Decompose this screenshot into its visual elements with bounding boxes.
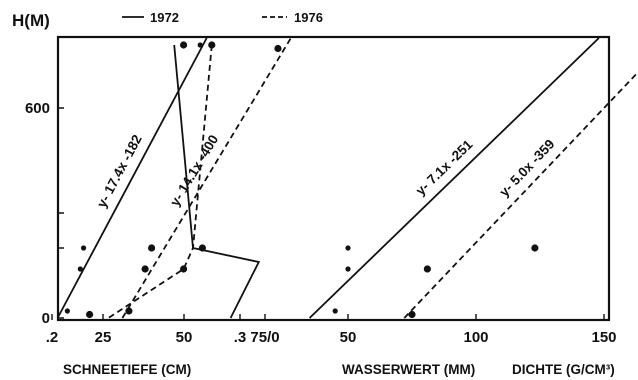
chart-panels: 25 50 75/0 SCHNEETIEFE (CM) y- 17.4x -182 y- … [46, 37, 638, 377]
data-point [77, 266, 83, 272]
legend: 1972 1976 [122, 10, 323, 25]
data-point [141, 265, 149, 273]
y-axis-ticks: 0 600 [25, 100, 64, 327]
x-axis-label: SCHNEETIEFE (CM) [63, 362, 191, 377]
y-tick-label: 600 [25, 100, 50, 117]
x-tick-label: 75/0 [250, 329, 279, 346]
x-axis-label: DICHTE (G/CM³) [512, 362, 615, 377]
data-point [80, 245, 87, 251]
data-point [125, 307, 133, 315]
data-point [345, 245, 351, 251]
y-tick-label: 0 [42, 310, 50, 327]
x-tick-label: .3 [234, 329, 247, 346]
x-tick-label: 50 [340, 329, 357, 346]
data-point [86, 310, 94, 319]
x-tick-label: .2 [46, 329, 59, 346]
series-line-1976 [121, 37, 292, 319]
data-point [531, 244, 539, 252]
series-line-1972 [56, 37, 208, 319]
y-axis-label: H(M) [12, 11, 50, 30]
x-tick-label: 25 [95, 329, 112, 346]
panel-3: .2 .3 DICHTE (G/CM³) [46, 41, 615, 377]
x-tick-label: 150 [591, 329, 616, 346]
data-point [274, 44, 282, 53]
data-point [180, 265, 188, 273]
data-point [148, 244, 156, 252]
data-point [64, 308, 70, 314]
data-point [197, 42, 203, 48]
equation-label: y- 17.4x -182 [94, 132, 145, 210]
x-axis-label: WASSERWERT (MM) [342, 362, 475, 377]
series-line-1976 [403, 70, 638, 319]
data-point [408, 310, 416, 319]
data-point [332, 308, 338, 314]
x-tick-label: 50 [176, 329, 193, 346]
plot-frame [56, 35, 611, 322]
data-point [180, 41, 188, 49]
legend-label: 1972 [150, 10, 179, 25]
data-point [345, 266, 351, 272]
legend-label: 1976 [294, 10, 323, 25]
series-line-1972 [173, 44, 261, 319]
series-line-1972 [308, 37, 600, 319]
x-tick-label: 100 [463, 329, 488, 346]
data-point [423, 265, 431, 273]
series-line-1976 [107, 44, 213, 319]
equation-label: y- 5.0x -359 [496, 136, 557, 199]
